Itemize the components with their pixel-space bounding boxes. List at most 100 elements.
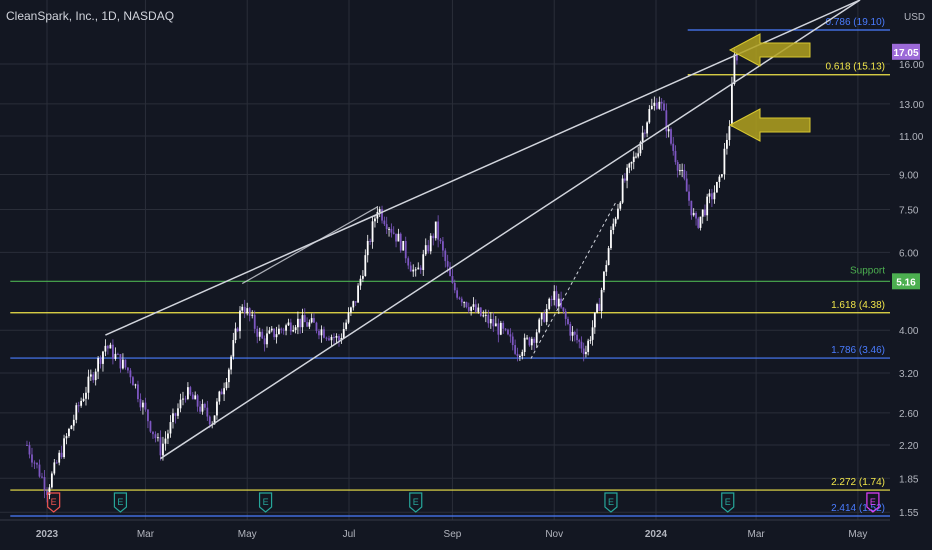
candle-body (538, 319, 541, 333)
candle-body (676, 162, 679, 171)
candle-body (261, 331, 264, 339)
y-tick-label: 13.00 (899, 100, 924, 111)
candle-body (697, 218, 700, 228)
candle-body (567, 318, 569, 325)
candle-body (446, 261, 449, 267)
candle-body (92, 374, 95, 381)
x-tick-label: Jul (343, 529, 356, 540)
candle-body (294, 327, 297, 330)
candle-body (392, 232, 395, 234)
candle-body (75, 405, 78, 420)
candle-body (199, 406, 201, 412)
candle-body (683, 169, 686, 179)
candle-body (216, 401, 218, 416)
x-tick-label: May (238, 529, 257, 540)
candle-body (109, 344, 112, 349)
candle-body (548, 298, 551, 309)
candle-body (134, 384, 137, 386)
x-tick-label: Mar (137, 529, 155, 540)
candle-body (650, 105, 653, 110)
candle-body (320, 329, 323, 336)
candle-body (206, 407, 209, 417)
candle-body (364, 255, 367, 277)
x-tick-label: 2024 (645, 529, 668, 540)
candle-body (596, 304, 598, 313)
candle-body (557, 298, 560, 307)
candle-body (576, 334, 578, 341)
candle-body (280, 328, 283, 330)
candle-body (612, 223, 615, 230)
candle-body (479, 307, 482, 316)
candle-body (569, 324, 572, 336)
candle-body (562, 307, 565, 312)
arrow-upper-icon (728, 33, 811, 67)
candle-body (308, 322, 311, 327)
candle-body (526, 337, 528, 339)
candle-body (55, 462, 58, 464)
candle-body (325, 337, 328, 339)
candle-body (248, 308, 251, 316)
candle-body (721, 174, 723, 177)
candle-body (492, 319, 495, 327)
candle-body (670, 129, 672, 144)
candle-body (99, 358, 102, 364)
candle-body (460, 298, 463, 303)
candle-body (619, 202, 622, 209)
candle-body (736, 54, 738, 61)
candle-body (484, 314, 487, 316)
candle-body (362, 276, 364, 279)
candle-body (328, 338, 330, 341)
candle-body (232, 340, 235, 357)
candle-body (179, 399, 182, 409)
candle-body (371, 221, 374, 242)
candle-body (333, 337, 335, 339)
earnings-marker-label: E (51, 497, 57, 507)
candle-body (208, 416, 211, 425)
candle-body (63, 438, 65, 458)
channel-lower-line (160, 0, 861, 460)
candle-body (194, 395, 197, 400)
candle-body (352, 301, 355, 308)
candle-body (419, 267, 422, 270)
candle-body (246, 308, 249, 314)
candle-body (509, 334, 512, 337)
candle-body (528, 337, 531, 346)
candle-body (301, 315, 304, 328)
candle-body (213, 415, 216, 425)
candle-body (119, 354, 122, 369)
candle-body (220, 391, 223, 395)
earnings-marker-label: E (608, 497, 614, 507)
candle-body (414, 269, 417, 271)
candle-body (587, 340, 590, 352)
candle-body (330, 337, 333, 341)
candle-body (182, 398, 184, 400)
candle-body (716, 181, 718, 193)
candle-body (605, 265, 608, 272)
candle-body (699, 216, 702, 228)
candle-body (350, 307, 352, 313)
candle-body (434, 221, 437, 239)
candle-body (223, 388, 225, 395)
fib-level-label: 0.786 (19.10) (826, 17, 886, 28)
candle-body (555, 291, 558, 307)
candle-body (46, 490, 48, 495)
x-tick-label: Sep (444, 529, 462, 540)
candle-body (218, 391, 221, 402)
candle-body (470, 306, 473, 311)
candle-body (626, 167, 628, 181)
candle-body (731, 83, 733, 127)
candle-body (663, 103, 665, 111)
candle-body (453, 282, 456, 291)
candle-body (585, 351, 587, 355)
fib-level-label: 1.786 (3.46) (831, 345, 885, 356)
candle-body (273, 328, 276, 338)
candle-body (553, 291, 556, 301)
candle-body (449, 266, 451, 277)
candle-body (507, 329, 509, 335)
candle-body (48, 487, 51, 495)
candle-body (432, 235, 435, 239)
candle-body (201, 403, 204, 412)
candle-body (424, 245, 427, 255)
candle-body (243, 306, 246, 314)
